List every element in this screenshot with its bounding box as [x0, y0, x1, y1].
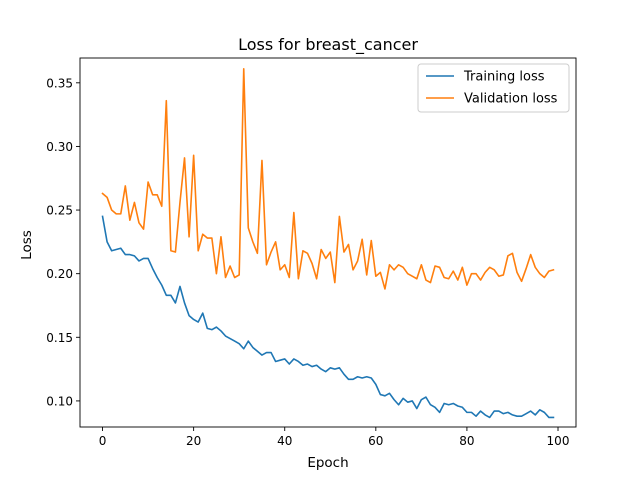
- x-tick-label: 0: [99, 434, 107, 448]
- legend-box: [417, 63, 570, 113]
- y-tick-label: 0.15: [46, 331, 73, 345]
- y-tick-label: 0.35: [46, 76, 73, 90]
- legend: Training loss Validation loss: [417, 63, 570, 113]
- series-line-1: [101, 68, 555, 290]
- x-tick-label: 80: [459, 434, 474, 448]
- legend-label-1: Validation loss: [464, 92, 558, 107]
- axis-ticks: 0 20 40 60 80 100 0.10 0.15 0.20 0.25 0.30 0.35: [46, 76, 569, 448]
- axes-frame: [79, 57, 577, 428]
- y-tick-label: 0.10: [46, 394, 73, 408]
- x-tick-label: 60: [368, 434, 383, 448]
- x-tick-label: 20: [186, 434, 201, 448]
- y-tick-label: 0.25: [46, 204, 73, 218]
- y-axis-label: Loss: [19, 230, 35, 260]
- x-tick-label: 40: [277, 434, 292, 448]
- y-tick-label: 0.20: [46, 267, 73, 281]
- x-axis-label: Epoch: [307, 455, 348, 471]
- chart-title: Loss for breast_cancer: [238, 35, 418, 55]
- plot-area: [79, 57, 577, 428]
- series-line-0: [101, 215, 555, 419]
- x-tick-label: 100: [547, 434, 570, 448]
- y-tick-label: 0.30: [46, 140, 73, 154]
- legend-label-0: Training loss: [463, 70, 545, 85]
